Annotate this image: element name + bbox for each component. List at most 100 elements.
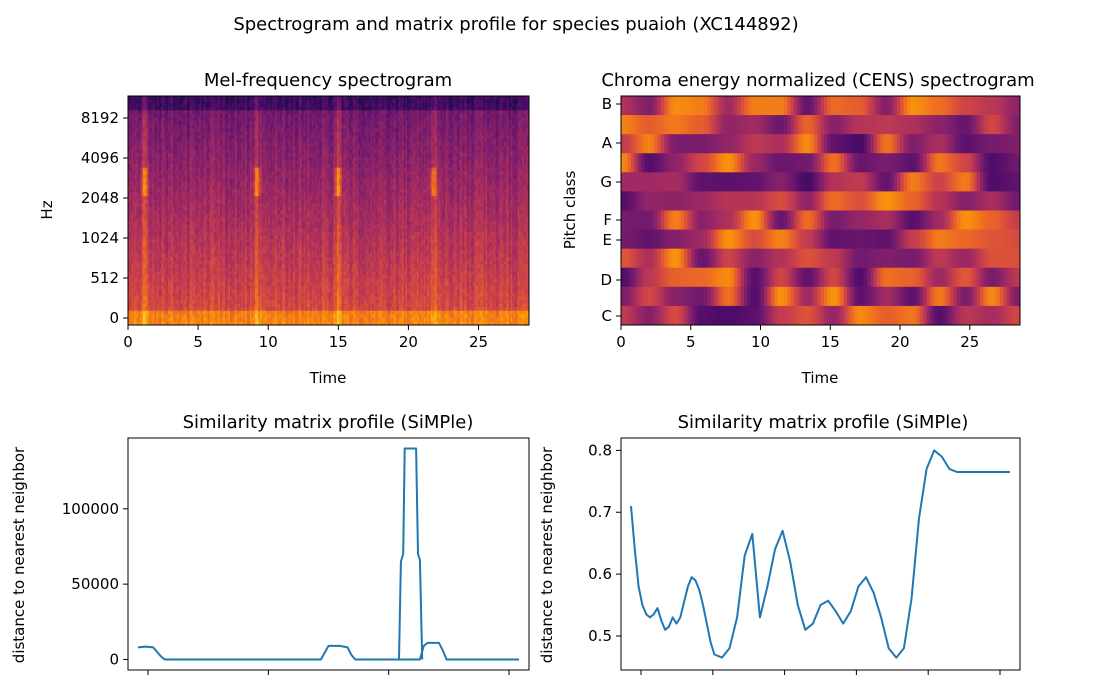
mel-spectrogram-cell [163, 267, 166, 272]
mel-spectrogram-cell [133, 110, 136, 115]
mel-spectrogram-cell [189, 135, 192, 140]
mel-spectrogram-cell [166, 124, 169, 129]
mel-spectrogram-cell [141, 199, 144, 204]
mel-spectrogram-cell [159, 99, 162, 104]
mel-spectrogram-cell [151, 317, 154, 322]
mel-spectrogram-cell [146, 221, 149, 226]
mel-spectrogram-cell [184, 174, 187, 179]
mel-spectrogram-cell [164, 310, 167, 315]
mel-spectrogram-cell [161, 167, 164, 172]
mel-spectrogram-cell [179, 185, 182, 190]
mel-spectrogram-cell [189, 149, 192, 154]
mel-spectrogram-cell [143, 299, 146, 304]
mel-spectrogram-cell [191, 106, 194, 111]
mel-spectrogram-cell [143, 113, 146, 118]
mel-spectrogram-cell [189, 278, 192, 283]
mel-spectrogram-cell [143, 128, 146, 133]
mel-spectrogram-cell [174, 138, 177, 143]
mel-spectrogram-cell [161, 239, 164, 244]
mel-spectrogram-cell [191, 264, 194, 269]
mel-spectrogram-cell [144, 310, 147, 315]
mel-spectrogram-cell [179, 214, 182, 219]
mel-spectrogram-cell [174, 317, 177, 322]
mel-spectrogram-cell [153, 160, 156, 165]
mel-spectrogram-cell [191, 235, 194, 240]
mel-spectrogram-cell [156, 246, 159, 251]
mel-spectrogram-cell [191, 242, 194, 247]
mel-spectrogram-cell [179, 138, 182, 143]
mel-spectrogram-cell [129, 239, 132, 244]
mel-spectrogram-cell [174, 160, 177, 165]
mel-spectrogram-cell [159, 231, 162, 236]
mel-spectrogram-cell [141, 257, 144, 261]
mel-spectrogram-cell [183, 174, 186, 179]
mel-spectrogram-cell [149, 282, 152, 287]
mel-spectrogram-cell [189, 231, 192, 236]
mel-spectrogram-cell [174, 189, 177, 194]
mel-spectrogram-cell [181, 113, 184, 118]
mel-spectrogram-cell [131, 146, 134, 151]
mel-spectrogram-cell [166, 249, 169, 254]
mel-spectrogram-cell [178, 282, 181, 287]
mel-spectrogram-cell [148, 303, 151, 308]
mel-spectrogram-cell [178, 278, 181, 283]
mel-spectrogram-cell [159, 310, 162, 315]
mel-spectrogram-cell [174, 224, 177, 229]
mel-spectrogram-cell [131, 289, 134, 294]
mel-spectrogram-cell [174, 239, 177, 244]
mel-spectrogram-cell [189, 128, 192, 133]
mel-spectrogram-cell [131, 106, 134, 111]
mel-spectrogram-cell [136, 96, 139, 100]
mel-spectrogram-cell [184, 99, 187, 104]
mel-spectrogram-cell [131, 171, 134, 176]
mel-spectrogram-cell [174, 156, 177, 161]
mel-spectrogram-cell [171, 206, 174, 211]
mel-spectrogram-cell [129, 257, 132, 261]
mel-spectrogram-cell [168, 174, 171, 179]
mel-spectrogram-cell [128, 135, 131, 140]
mel-spectrogram-cell [141, 271, 144, 276]
mel-spectrogram-cell [134, 271, 137, 276]
mel-spectrogram-cell [189, 203, 192, 208]
mel-spectrogram-cell [156, 196, 159, 201]
mel-spectrogram-cell [176, 264, 179, 269]
mel-spectrogram-cell [161, 128, 164, 133]
mel-spectrogram-cell [171, 235, 174, 240]
mel-spectrogram-cell [136, 257, 139, 261]
mel-spectrogram-cell [148, 282, 151, 287]
mel-spectrogram-cell [166, 106, 169, 111]
mel-spectrogram-cell [141, 160, 144, 165]
mel-spectrogram-cell [174, 96, 177, 100]
mel-spectrogram-cell [178, 103, 181, 108]
mel-spectrogram-cell [151, 117, 154, 122]
mel-spectrogram-cell [163, 246, 166, 251]
mel-spectrogram-cell [166, 138, 169, 143]
mel-spectrogram-cell [129, 285, 132, 290]
mel-spectrogram-cell [194, 128, 197, 133]
mel-spectrogram-cell [151, 239, 154, 244]
mel-spectrogram-cell [186, 314, 189, 319]
mel-spectrogram-cell [143, 239, 146, 244]
mel-spectrogram-cell [169, 282, 172, 287]
mel-spectrogram-cell [176, 110, 179, 115]
mel-spectrogram-cell [163, 217, 166, 222]
mel-spectrogram-cell [193, 106, 196, 111]
mel-spectrogram-cell [179, 146, 182, 151]
mel-spectrogram-cell [184, 178, 187, 183]
mel-spectrogram-cell [136, 292, 139, 297]
mel-spectrogram-cell [186, 174, 189, 179]
mel-spectrogram-cell [181, 167, 184, 172]
mel-spectrogram-cell [194, 103, 197, 108]
mel-spectrogram-cell [143, 135, 146, 140]
mel-spectrogram-cell [179, 221, 182, 226]
mel-spectrogram-cell [131, 253, 134, 258]
mel-spectrogram-cell [164, 167, 167, 172]
mel-spectrogram-cell [136, 317, 139, 322]
mel-spectrogram-cell [131, 138, 134, 143]
mel-spectrogram-cell [178, 185, 181, 190]
mel-spectrogram-cell [189, 289, 192, 294]
mel-spectrogram-cell [194, 138, 197, 143]
mel-spectrogram-cell [173, 317, 176, 322]
mel-spectrogram-cell [188, 189, 191, 194]
mel-spectrogram-cell [153, 317, 156, 322]
